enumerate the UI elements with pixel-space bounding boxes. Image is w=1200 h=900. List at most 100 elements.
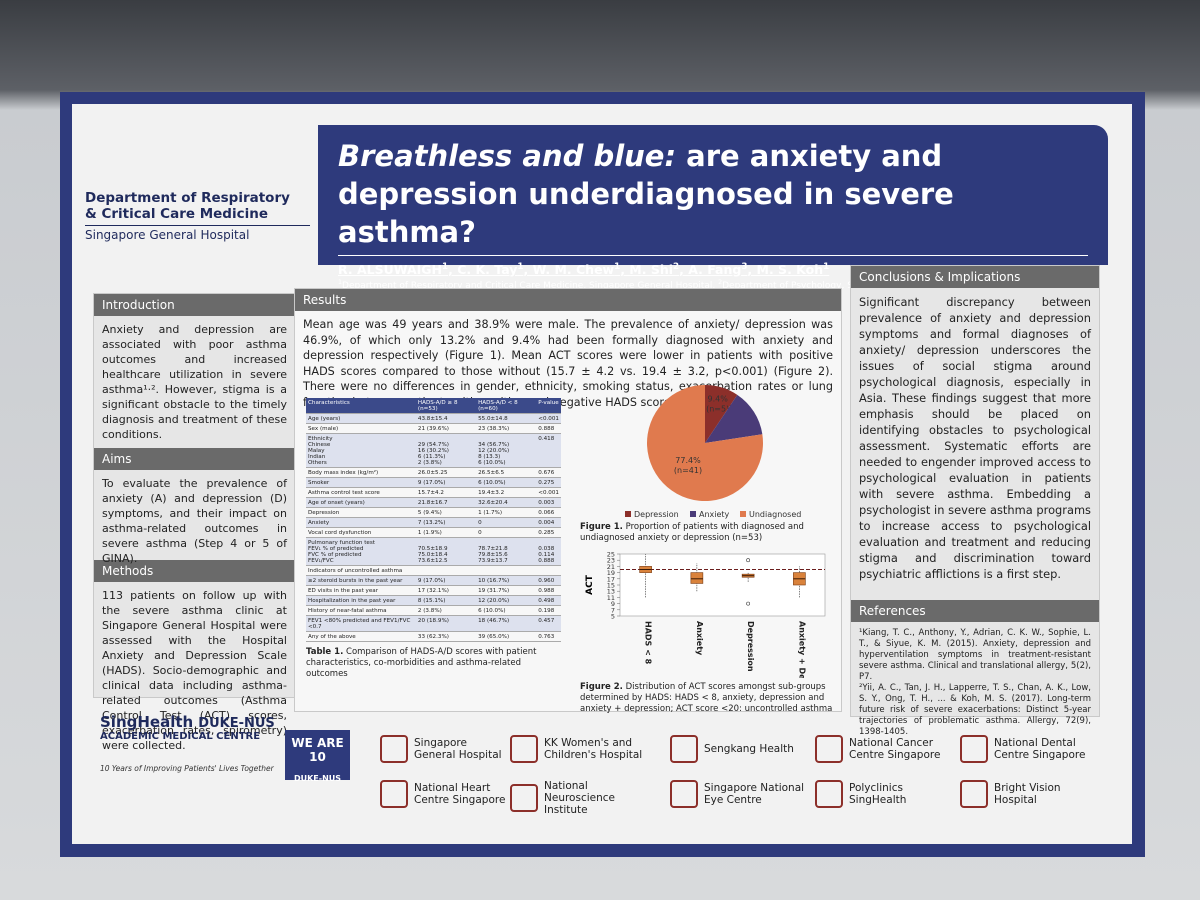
table-cell: Depression	[306, 507, 416, 518]
author-sup: 3	[741, 262, 748, 272]
institution-logo: Sengkang Health	[670, 735, 820, 763]
table-cell: 8 (15.1%)	[415, 595, 477, 606]
institution-logo: Singapore General Hospital	[380, 735, 530, 763]
institution-name: Polyclinics SingHealth	[849, 782, 907, 806]
institution-name: National Dental Centre Singapore	[994, 737, 1086, 761]
logo-icon	[815, 735, 843, 763]
title: Breathless and blue: are anxiety and dep…	[338, 137, 1088, 256]
table-row: FEV1 <80% predicted and FEV1/FVC <0.7 20 …	[306, 615, 561, 632]
section-text: Significant discrepancy between prevalen…	[859, 295, 1091, 581]
table-cell: 0.676	[536, 467, 561, 478]
table-cell: Ethnicity Chinese Malay Indian Others	[306, 433, 416, 468]
table-row: Depression 5 (9.4%) 1 (1.7%) 0.066	[306, 507, 561, 518]
author-name: , M. S. Koh	[747, 262, 824, 278]
figure-1-caption: Figure 1. Proportion of patients with di…	[580, 522, 830, 544]
author-sup: 1	[442, 262, 449, 272]
header-cell: Characteristics	[306, 398, 416, 414]
table-cell: 0.285	[536, 527, 561, 538]
table-cell: 33 (62.3%)	[415, 631, 477, 642]
table-cell: 0.888	[536, 423, 561, 434]
y-tick-label: 15	[607, 582, 615, 590]
left-column: Introduction Anxiety and depression are …	[93, 293, 296, 752]
table-caption: Table 1. Comparison of HADS-A/D scores w…	[306, 647, 561, 680]
table-cell: 0.004	[536, 517, 561, 528]
logo-icon	[380, 735, 408, 763]
value-label-line: (n=41)	[674, 466, 702, 475]
value-label-line: (n=5)	[706, 404, 729, 413]
section-text: Anxiety and depression are associated wi…	[102, 323, 287, 441]
caption-text: Proportion of patients with diagnosed an…	[580, 522, 804, 543]
legend-swatch	[625, 511, 631, 517]
caption-label: Table 1.	[306, 647, 344, 657]
table: Characteristics HADS-A/D ≥ 8 (n=53) HADS-A…	[306, 398, 561, 642]
table-cell: Pulmonary function test FEV₁ % of predic…	[306, 537, 416, 566]
table-header: Characteristics HADS-A/D ≥ 8 (n=53) HADS-A…	[306, 398, 561, 414]
table-row: Anxiety 7 (13.2%) 0 0.004	[306, 517, 561, 528]
table-cell: 0.038 0.114 0.888	[536, 537, 561, 566]
we-are-10: WE ARE 10 DUKE-NUS	[285, 730, 350, 783]
table-cell: <0.001	[536, 413, 561, 424]
y-tick-label: 25	[607, 551, 615, 559]
institution-name: Bright Vision Hospital	[994, 782, 1061, 806]
caption-text: Distribution of ACT scores amongst sub-g…	[580, 682, 833, 714]
table-row: Any of the above 33 (62.3%) 39 (65.0%) 0.76…	[306, 631, 561, 642]
table-cell: 70.5±18.9 75.0±18.4 73.6±12.5	[415, 537, 477, 566]
table-cell: 20 (18.9%)	[415, 615, 477, 632]
section-heading: Aims	[94, 448, 295, 470]
table-cell: Any of the above	[306, 631, 416, 642]
x-tick-label: HADS < 8	[644, 621, 653, 665]
right-column: Conclusions & Implications Significant d…	[850, 265, 1100, 737]
logo-icon	[510, 784, 538, 812]
table-cell: 17 (32.1%)	[415, 585, 477, 596]
section-text: 113 patients on follow up with the sever…	[102, 589, 287, 752]
table-cell: 9 (17.0%)	[415, 477, 477, 488]
institution-name: National Heart Centre Singapore	[414, 782, 506, 806]
affiliation-sup: 2	[718, 279, 723, 287]
table-cell: 29 (54.7%) 16 (30.2%) 6 (11.3%) 2 (3.8%)	[415, 433, 477, 468]
table-row: Body mass index (kg/m²) 26.0±5.25 26.5±6.5…	[306, 467, 561, 478]
legend-swatch	[690, 511, 696, 517]
institution-logo: Bright Vision Hospital	[960, 780, 1110, 808]
x-tick-label: Anxiety	[695, 621, 704, 656]
table-cell: 9 (17.0%)	[415, 575, 477, 586]
y-tick-label: 11	[607, 594, 615, 602]
table-cell: 32.6±20.4	[476, 497, 537, 508]
author-sup: 1	[614, 262, 621, 272]
table-cell: 21.8±16.7	[415, 497, 477, 508]
singhealth-logo: SingHealth DUKE-NUS ACADEMIC MEDICAL CEN…	[100, 712, 360, 807]
table-cell: 18 (46.7%)	[476, 615, 537, 632]
table-cell: 10 (16.7%)	[476, 575, 537, 586]
author-sup: 1	[823, 262, 830, 272]
table-cell: 0.498	[536, 595, 561, 606]
table-cell: History of near-fatal asthma	[306, 605, 416, 616]
table-row: Age (years) 43.8±15.4 55.0±14.8 <0.001	[306, 413, 561, 424]
title-banner: Breathless and blue: are anxiety and dep…	[318, 125, 1108, 291]
institution-name: National Neuroscience Institute	[544, 780, 615, 816]
logo-icon	[670, 780, 698, 808]
table-row: Smoker 9 (17.0%) 6 (10.0%) 0.275	[306, 477, 561, 488]
author-name: , W. M. Chew	[523, 262, 615, 278]
table-cell: 0.275	[536, 477, 561, 488]
author-name: , M. Shi	[620, 262, 674, 278]
legend-label: Undiagnosed	[749, 510, 801, 519]
table-row: Indicators of uncontrolled asthma	[306, 565, 561, 576]
institution-logo: National Heart Centre Singapore	[380, 780, 530, 808]
logo-icon	[510, 735, 538, 763]
table-cell: 0	[476, 517, 537, 528]
section-heading: Introduction	[94, 294, 295, 316]
figure-2-caption: Figure 2. Distribution of ACT scores amo…	[580, 682, 835, 715]
value-label-line: 9.4%	[707, 394, 728, 403]
table-cell	[476, 565, 537, 576]
table-cell: 19 (31.7%)	[476, 585, 537, 596]
affiliation-sup: 1	[338, 279, 343, 287]
institution-logo: KK Women's and Children's Hospital	[510, 735, 660, 763]
table-cell: 2 (3.8%)	[415, 605, 477, 616]
author-sup: 1	[517, 262, 524, 272]
legend-label: Depression	[634, 510, 679, 519]
table-row: History of near-fatal asthma 2 (3.8%) 6 (1…	[306, 605, 561, 616]
table-1: Characteristics HADS-A/D ≥ 8 (n=53) HADS-A…	[306, 398, 561, 680]
table-cell: Asthma control test score	[306, 487, 416, 498]
table-row: Pulmonary function test FEV₁ % of predic…	[306, 537, 561, 566]
legend-swatch	[740, 511, 746, 517]
x-tick-label: Depression	[746, 621, 755, 672]
